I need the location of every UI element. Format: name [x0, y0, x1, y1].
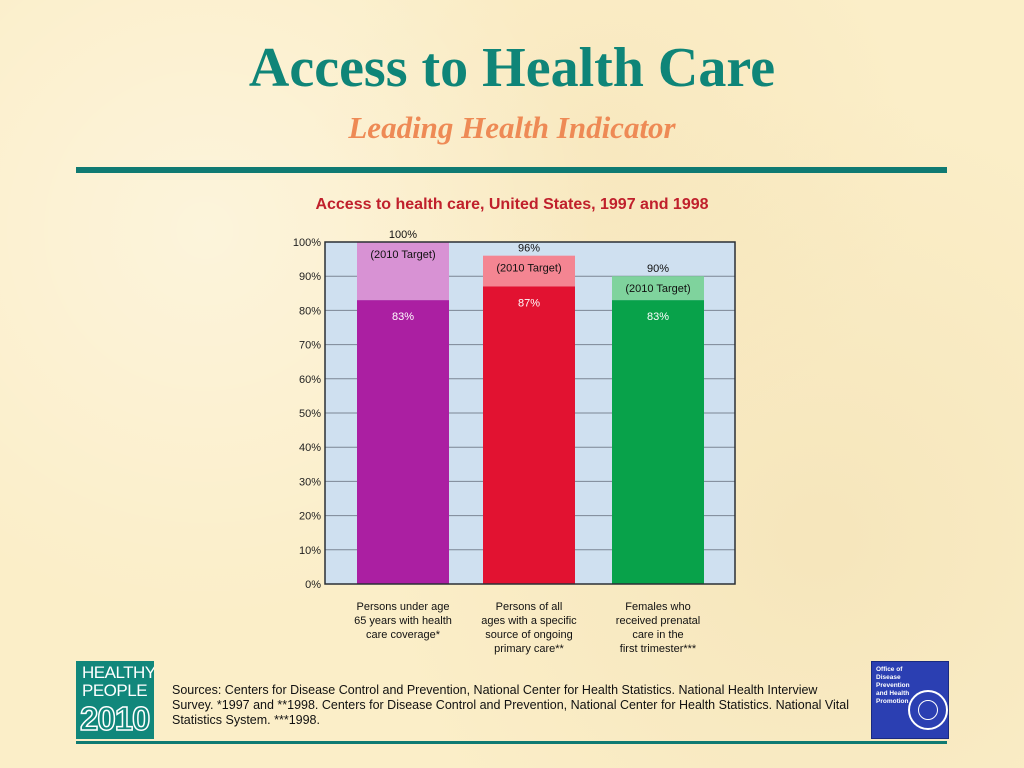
y-tick-label: 80%: [299, 305, 321, 317]
y-tick-label: 40%: [299, 442, 321, 454]
y-tick-label: 0%: [305, 579, 321, 591]
actual-bar: [357, 300, 449, 584]
x-category-label: Persons of all: [496, 601, 563, 613]
y-tick-label: 30%: [299, 476, 321, 488]
odphp-logo: Office of Disease Prevention and Health …: [871, 661, 949, 739]
target-annotation-label: (2010 Target): [496, 263, 561, 275]
sources-text: Sources: Centers for Disease Control and…: [172, 683, 849, 727]
target-bar: [483, 255, 575, 287]
y-tick-label: 10%: [299, 545, 321, 557]
target-bar: [357, 242, 449, 301]
logo-line-2: PEOPLE: [82, 681, 148, 700]
target-annotation-label: (2010 Target): [625, 283, 690, 295]
x-category-label: Females who: [625, 601, 690, 613]
title-divider: [76, 167, 947, 173]
healthy-people-2010-logo: HEALTHY PEOPLE 2010: [76, 661, 154, 739]
x-category-label: ages with a specific: [481, 615, 577, 627]
x-category-label: care coverage*: [366, 629, 441, 641]
footer-divider: [76, 741, 947, 744]
y-tick-label: 100%: [293, 237, 321, 249]
x-category-label: care in the: [632, 629, 683, 641]
odphp-logo-text: Office of Disease Prevention and Health …: [876, 666, 910, 705]
y-tick-label: 50%: [299, 408, 321, 420]
y-tick-label: 90%: [299, 271, 321, 283]
logo-line-3: 2010: [79, 700, 151, 738]
target-value-label: 90%: [647, 263, 669, 275]
target-value-label: 100%: [389, 229, 417, 241]
y-tick-label: 60%: [299, 374, 321, 386]
y-tick-label: 70%: [299, 340, 321, 352]
x-category-label: received prenatal: [616, 615, 700, 627]
plot-border: [324, 241, 736, 585]
x-category-label: first trimester***: [620, 643, 697, 655]
logo-line-1: HEALTHY: [82, 663, 154, 682]
chart-title: Access to health care, United States, 19…: [315, 196, 709, 213]
actual-bar: [612, 300, 704, 584]
target-annotation-label: (2010 Target): [370, 249, 435, 261]
y-tick-label: 20%: [299, 511, 321, 523]
actual-bar: [483, 286, 575, 584]
actual-value-label: 87%: [518, 297, 540, 309]
actual-value-label: 83%: [392, 311, 414, 323]
page-title: Access to Health Care: [248, 37, 776, 99]
x-category-label: primary care**: [494, 643, 564, 655]
page-subtitle: Leading Health Indicator: [348, 110, 676, 145]
target-value-label: 96%: [518, 243, 540, 255]
x-category-label: 65 years with health: [354, 615, 452, 627]
x-category-label: source of ongoing: [485, 629, 572, 641]
actual-value-label: 83%: [647, 311, 669, 323]
seal-icon: [908, 690, 948, 730]
target-bar: [612, 276, 704, 301]
x-category-label: Persons under age: [357, 601, 450, 613]
